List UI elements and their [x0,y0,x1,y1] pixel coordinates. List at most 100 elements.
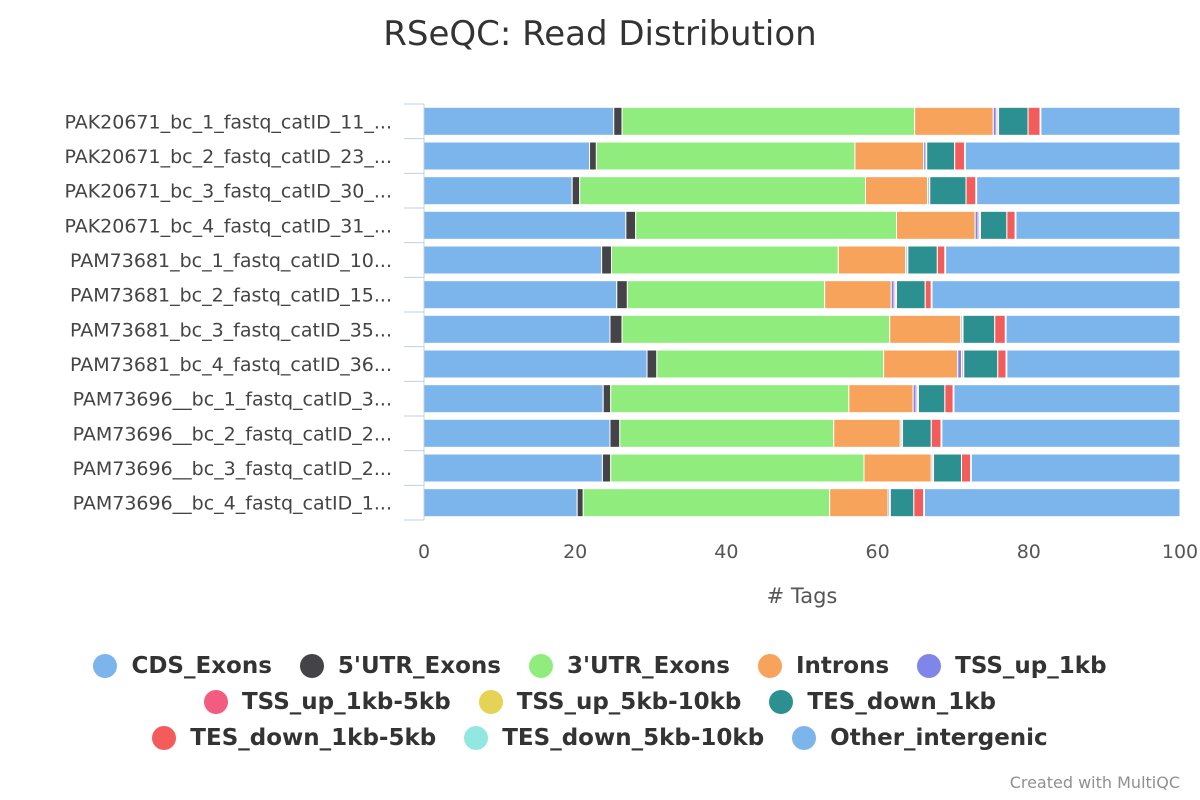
bar-segment-introns[interactable] [824,280,892,310]
bar-segment-5-utr-exons[interactable] [589,141,597,171]
bar-segment-3-utr-exons[interactable] [579,176,867,206]
bar-segment-tes-down-1kb[interactable] [979,210,1008,240]
bar-segment-5-utr-exons[interactable] [571,176,581,206]
bar-segment-tes-down-1kb-5kb[interactable] [913,488,925,518]
bar-segment-cds-exons[interactable] [423,210,627,240]
bar-segment-tes-down-1kb[interactable] [962,314,996,344]
bar-segment-other-intergenic[interactable] [1040,106,1181,136]
bar-segment-introns[interactable] [896,210,976,240]
bar-segment-other-intergenic[interactable] [970,453,1181,483]
legend-item-tes-down-5kb-10kb[interactable]: TES_down_5kb-10kb [464,725,764,751]
bar-segment-tes-down-1kb-5kb[interactable] [994,314,1006,344]
category-label: PAM73681_bc_1_fastq_catID_10... [70,250,392,272]
bar-segment-other-intergenic[interactable] [1006,349,1181,379]
bar-segment-tes-down-1kb[interactable] [889,488,915,518]
bar-segment-tes-down-1kb[interactable] [902,418,932,448]
bar-segment-introns[interactable] [833,418,901,448]
bar-segment-3-utr-exons[interactable] [635,210,897,240]
legend-item-introns[interactable]: Introns [758,653,889,679]
bar-segment-other-intergenic[interactable] [941,418,1181,448]
bar-segment-tes-down-1kb-5kb[interactable] [965,176,977,206]
x-axis-title: # Tags [767,584,838,608]
bar-segment-tes-down-1kb[interactable] [933,453,963,483]
bar-segment-3-utr-exons[interactable] [610,245,839,275]
bar-segment-tes-down-1kb-5kb[interactable] [1027,106,1041,136]
bar-segment-introns[interactable] [863,453,932,483]
bar-segment-tes-down-1kb-5kb[interactable] [961,453,972,483]
bar-segment-tes-down-1kb-5kb[interactable] [997,349,1007,379]
bar-segment-3-utr-exons[interactable] [621,106,916,136]
bar-segment-cds-exons[interactable] [423,488,578,518]
bar-segment-tes-down-1kb-5kb[interactable] [944,384,954,414]
bar-segment-3-utr-exons[interactable] [610,384,850,414]
bar-segment-tes-down-1kb-5kb[interactable] [930,418,942,448]
bar-segment-introns[interactable] [889,314,962,344]
bar-segment-other-intergenic[interactable] [964,141,1181,171]
bar-segment-other-intergenic[interactable] [945,245,1181,275]
bar-segment-5-utr-exons[interactable] [625,210,637,240]
bar-segment-3-utr-exons[interactable] [582,488,831,518]
bar-segment-3-utr-exons[interactable] [656,349,885,379]
bar-segment-cds-exons[interactable] [423,141,591,171]
legend-item-cds-exons[interactable]: CDS_Exons [93,653,272,679]
bar-segment-5-utr-exons[interactable] [601,245,612,275]
legend-item-tes-down-1kb-5kb[interactable]: TES_down_1kb-5kb [152,725,436,751]
bar-segment-introns[interactable] [854,141,925,171]
bar-segment-other-intergenic[interactable] [1005,314,1181,344]
legend-item-tss-up-1kb-5kb[interactable]: TSS_up_1kb-5kb [203,689,451,715]
bar-segment-tes-down-1kb[interactable] [963,349,999,379]
bar-segment-3-utr-exons[interactable] [621,314,891,344]
bar-segment-tes-down-1kb-5kb[interactable] [1006,210,1016,240]
bar-segment-5-utr-exons[interactable] [609,418,621,448]
bar-segment-tes-down-1kb[interactable] [917,384,946,414]
bar-segment-5-utr-exons[interactable] [616,280,628,310]
bar-segment-5-utr-exons[interactable] [601,453,612,483]
bar-segment-introns[interactable] [829,488,889,518]
bar-segment-cds-exons[interactable] [423,349,648,379]
bar-segment-5-utr-exons[interactable] [646,349,658,379]
bar-segment-tes-down-1kb-5kb[interactable] [954,141,966,171]
bar-segment-cds-exons[interactable] [423,384,604,414]
bar-segment-tss-up-1kb[interactable] [957,349,963,379]
bar-segment-other-intergenic[interactable] [976,176,1181,206]
bar-segment-3-utr-exons[interactable] [619,418,835,448]
bar-segment-other-intergenic[interactable] [923,488,1181,518]
legend-item-tss-up-5kb-10kb[interactable]: TSS_up_5kb-10kb [478,689,741,715]
bar-segment-cds-exons[interactable] [423,418,611,448]
legend-item-tes-down-1kb[interactable]: TES_down_1kb [769,689,996,715]
legend-item-3-utr-exons[interactable]: 3'UTR_Exons [528,653,730,679]
bar-segment-other-intergenic[interactable] [953,384,1181,414]
bar-segment-introns[interactable] [914,106,994,136]
bar-segment-cds-exons[interactable] [423,280,618,310]
legend-item-5-utr-exons[interactable]: 5'UTR_Exons [299,653,501,679]
bar-segment-5-utr-exons[interactable] [613,106,623,136]
bar-segment-introns[interactable] [883,349,959,379]
bar-segment-5-utr-exons[interactable] [609,314,623,344]
bar-segment-other-intergenic[interactable] [1015,210,1181,240]
credit-text[interactable]: Created with MultiQC [1009,773,1180,792]
bar-segment-other-intergenic[interactable] [931,280,1181,310]
bar-segment-5-utr-exons[interactable] [602,384,612,414]
bar-segment-tes-down-1kb[interactable] [929,176,967,206]
bar-segment-tes-down-1kb-5kb[interactable] [924,280,932,310]
bar-segment-cds-exons[interactable] [423,314,611,344]
bar-segment-3-utr-exons[interactable] [595,141,856,171]
bar-segment-tes-down-1kb[interactable] [907,245,938,275]
bar-segment-tes-down-1kb[interactable] [896,280,926,310]
bar-segment-tes-down-1kb[interactable] [926,141,956,171]
bar-segment-5-utr-exons[interactable] [576,488,584,518]
bar-segment-introns[interactable] [837,245,907,275]
bar-segment-introns[interactable] [848,384,914,414]
bar-segment-3-utr-exons[interactable] [610,453,865,483]
bar-segment-cds-exons[interactable] [423,453,603,483]
bar-segment-cds-exons[interactable] [423,176,573,206]
bar-segment-3-utr-exons[interactable] [626,280,826,310]
bar-segment-cds-exons[interactable] [423,106,615,136]
bar-segment-tes-down-1kb[interactable] [998,106,1029,136]
bar-segment-introns[interactable] [865,176,928,206]
bar-segment-tes-down-1kb-5kb[interactable] [936,245,946,275]
legend-label: TES_down_1kb-5kb [190,725,437,751]
legend-item-other-intergenic[interactable]: Other_intergenic [792,725,1048,751]
bar-segment-cds-exons[interactable] [423,245,603,275]
legend-item-tss-up-1kb[interactable]: TSS_up_1kb [917,653,1107,679]
